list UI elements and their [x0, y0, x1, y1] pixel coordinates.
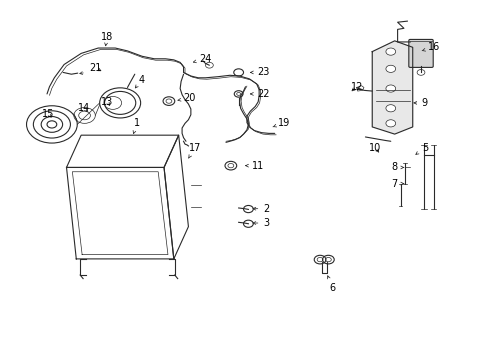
Text: 5: 5 — [415, 143, 427, 154]
Circle shape — [385, 48, 395, 55]
Text: 18: 18 — [101, 32, 113, 46]
Text: 11: 11 — [245, 161, 264, 171]
Text: 16: 16 — [421, 42, 439, 52]
Text: 17: 17 — [188, 143, 201, 158]
Circle shape — [385, 65, 395, 72]
Text: 4: 4 — [135, 75, 145, 88]
Text: 13: 13 — [101, 97, 113, 107]
Text: 12: 12 — [350, 82, 362, 92]
Text: 23: 23 — [250, 67, 269, 77]
Circle shape — [385, 85, 395, 92]
Text: 21: 21 — [89, 63, 102, 73]
Text: 24: 24 — [193, 54, 211, 64]
Text: 3: 3 — [252, 218, 269, 228]
Text: 7: 7 — [391, 179, 403, 189]
Text: 9: 9 — [413, 98, 427, 108]
Text: 8: 8 — [391, 162, 403, 172]
FancyBboxPatch shape — [408, 40, 432, 67]
Text: 2: 2 — [252, 204, 269, 214]
Text: 20: 20 — [178, 93, 196, 103]
Text: 15: 15 — [42, 109, 55, 119]
Text: 1: 1 — [133, 118, 140, 134]
Text: 14: 14 — [78, 103, 90, 113]
Text: 19: 19 — [272, 118, 290, 128]
Polygon shape — [371, 41, 412, 134]
Circle shape — [385, 105, 395, 112]
Circle shape — [385, 120, 395, 127]
Text: 6: 6 — [327, 276, 335, 293]
Text: 22: 22 — [250, 89, 269, 99]
Text: 10: 10 — [368, 143, 381, 153]
